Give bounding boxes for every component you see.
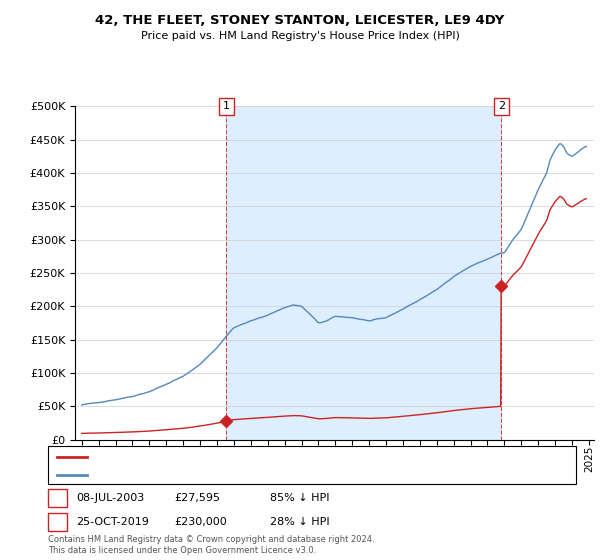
- Text: 2: 2: [54, 517, 61, 527]
- Text: HPI: Average price, detached house, Blaby: HPI: Average price, detached house, Blab…: [93, 470, 301, 480]
- Text: 2: 2: [497, 101, 505, 111]
- Text: Contains HM Land Registry data © Crown copyright and database right 2024.
This d: Contains HM Land Registry data © Crown c…: [48, 535, 374, 555]
- Bar: [226, 106, 501, 440]
- Text: 28% ↓ HPI: 28% ↓ HPI: [270, 517, 329, 527]
- Text: 25-OCT-2019: 25-OCT-2019: [76, 517, 149, 527]
- Text: 42, THE FLEET, STONEY STANTON, LEICESTER, LE9 4DY: 42, THE FLEET, STONEY STANTON, LEICESTER…: [95, 14, 505, 27]
- Text: 08-JUL-2003: 08-JUL-2003: [76, 493, 145, 503]
- Text: 1: 1: [223, 101, 230, 111]
- Text: 42, THE FLEET, STONEY STANTON, LEICESTER,  LE9 4DY (detached house): 42, THE FLEET, STONEY STANTON, LEICESTER…: [93, 452, 455, 462]
- Text: 1: 1: [54, 493, 61, 503]
- Text: 85% ↓ HPI: 85% ↓ HPI: [270, 493, 329, 503]
- Text: Price paid vs. HM Land Registry's House Price Index (HPI): Price paid vs. HM Land Registry's House …: [140, 31, 460, 41]
- Text: £27,595: £27,595: [174, 493, 220, 503]
- Text: £230,000: £230,000: [174, 517, 227, 527]
